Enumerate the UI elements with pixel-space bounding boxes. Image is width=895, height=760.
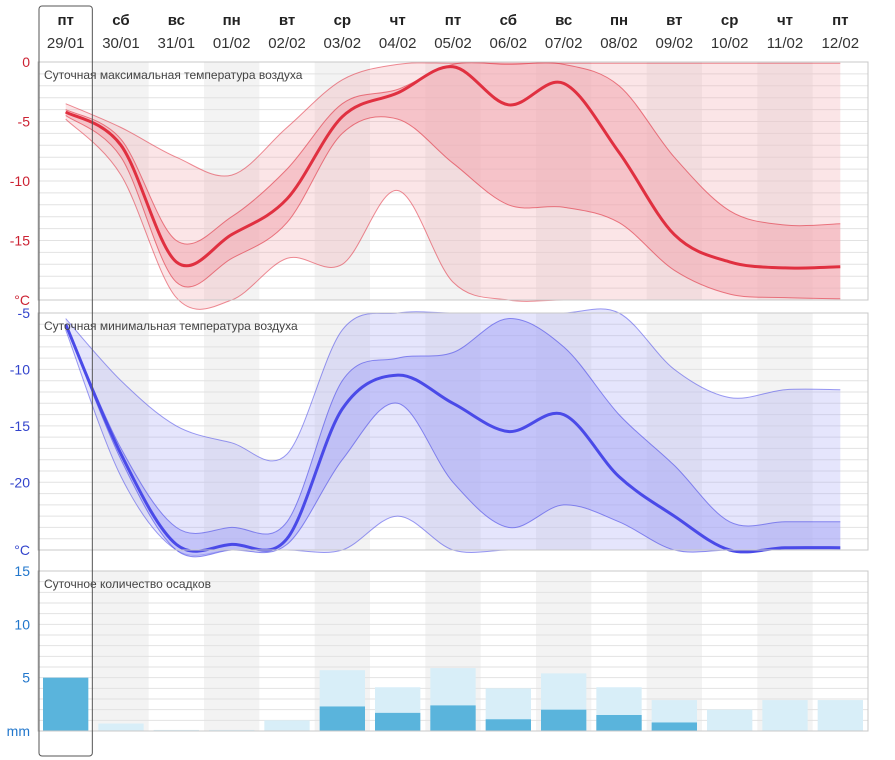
precip-likely-bar bbox=[430, 705, 476, 731]
selected-day-highlight[interactable] bbox=[38, 5, 93, 757]
day-date-label: 01/02 bbox=[213, 35, 251, 52]
day-date-label: 05/02 bbox=[434, 35, 472, 52]
min-outer-upper-line bbox=[65, 308, 841, 462]
precip-possible-bar bbox=[707, 709, 753, 731]
min-panel-frame bbox=[37, 312, 869, 551]
day-name-label: сб bbox=[500, 12, 517, 29]
day-name-label: чт bbox=[777, 12, 793, 29]
max-outer-upper-line bbox=[65, 62, 841, 177]
day-name-label: сб bbox=[112, 12, 129, 29]
day-date-label: 04/02 bbox=[379, 35, 417, 52]
day-name-label: пн bbox=[610, 12, 628, 29]
day-date-label: 10/02 bbox=[711, 35, 749, 52]
max-panel-frame bbox=[37, 61, 869, 301]
day-name-label: вт bbox=[666, 12, 682, 29]
precip-panel-frame bbox=[37, 570, 869, 732]
min-y-tick-label: -20 bbox=[10, 474, 30, 490]
day-name-label: ср bbox=[334, 12, 352, 29]
min-median-line bbox=[64, 323, 841, 554]
day-stripe bbox=[93, 571, 149, 731]
day-date-label: 29/01 bbox=[47, 35, 85, 52]
max-y-tick-label: 0 bbox=[22, 54, 30, 70]
min-y-tick-label: -5 bbox=[18, 305, 31, 321]
min-unit-label: °C bbox=[14, 542, 30, 558]
day-date-label: 02/02 bbox=[268, 35, 306, 52]
precip-likely-bar bbox=[541, 709, 587, 731]
precip-possible-bar bbox=[817, 700, 863, 731]
day-date-label: 12/02 bbox=[822, 35, 860, 52]
day-name-label: вс bbox=[168, 12, 185, 29]
max-y-tick-label: -15 bbox=[10, 233, 30, 249]
precip-likely-bar bbox=[651, 722, 697, 731]
panel-frames bbox=[37, 61, 869, 732]
precip-panel-title: Суточное количество осадков bbox=[44, 577, 211, 591]
precip-bars bbox=[43, 668, 863, 731]
precip-possible-bar bbox=[209, 729, 255, 731]
axis-labels: Суточная максимальная температура воздух… bbox=[7, 12, 859, 739]
precip-likely-bar bbox=[375, 712, 421, 731]
day-date-label: 08/02 bbox=[600, 35, 638, 52]
day-date-label: 06/02 bbox=[490, 35, 528, 52]
day-stripe bbox=[757, 313, 813, 550]
precip-y-tick-label: 15 bbox=[14, 563, 30, 579]
precip-y-tick-label: 10 bbox=[14, 616, 30, 632]
day-name-label: пн bbox=[223, 12, 241, 29]
day-stripe bbox=[204, 313, 260, 550]
day-name-label: пт bbox=[832, 12, 848, 29]
precip-likely-bar bbox=[596, 715, 642, 731]
min-y-tick-label: -10 bbox=[10, 361, 30, 377]
max-y-tick-label: -5 bbox=[18, 114, 31, 130]
precip-y-tick-label: 5 bbox=[22, 670, 30, 686]
precip-possible-bar bbox=[762, 700, 808, 731]
day-name-label: чт bbox=[390, 12, 406, 29]
day-date-label: 31/01 bbox=[158, 35, 196, 52]
max-unit-label: °C bbox=[14, 292, 30, 308]
precip-possible-bar bbox=[153, 729, 199, 731]
day-stripe bbox=[204, 571, 260, 731]
day-name-label: пт bbox=[445, 12, 461, 29]
min-inner-upper-line bbox=[65, 318, 841, 535]
max-panel-title: Суточная максимальная температура воздух… bbox=[44, 68, 303, 82]
day-name-label: пт bbox=[57, 12, 73, 29]
precip-likely-bar bbox=[319, 706, 365, 731]
day-name-label: ср bbox=[721, 12, 739, 29]
max-inner-lower-line bbox=[65, 115, 841, 300]
day-date-label: 11/02 bbox=[767, 35, 803, 52]
precip-unit-label: mm bbox=[7, 723, 30, 739]
day-date-label: 03/02 bbox=[324, 35, 362, 52]
min-inner-lower-line bbox=[65, 324, 841, 558]
forecast-bands bbox=[64, 62, 841, 558]
day-date-label: 07/02 bbox=[545, 35, 583, 52]
max-inner-band bbox=[65, 62, 841, 299]
day-name-label: вс bbox=[555, 12, 572, 29]
precip-likely-bar bbox=[43, 677, 89, 731]
min-y-tick-label: -15 bbox=[10, 418, 30, 434]
day-date-label: 30/01 bbox=[102, 35, 140, 52]
day-name-label: вт bbox=[279, 12, 295, 29]
precip-possible-bar bbox=[98, 723, 144, 731]
max-y-tick-label: -10 bbox=[10, 173, 30, 189]
max-median-line bbox=[64, 65, 841, 270]
min-panel-title: Суточная минимальная температура воздуха bbox=[44, 319, 298, 333]
precip-possible-bar bbox=[264, 720, 310, 731]
precip-likely-bar bbox=[485, 719, 531, 731]
day-date-label: 09/02 bbox=[656, 35, 694, 52]
